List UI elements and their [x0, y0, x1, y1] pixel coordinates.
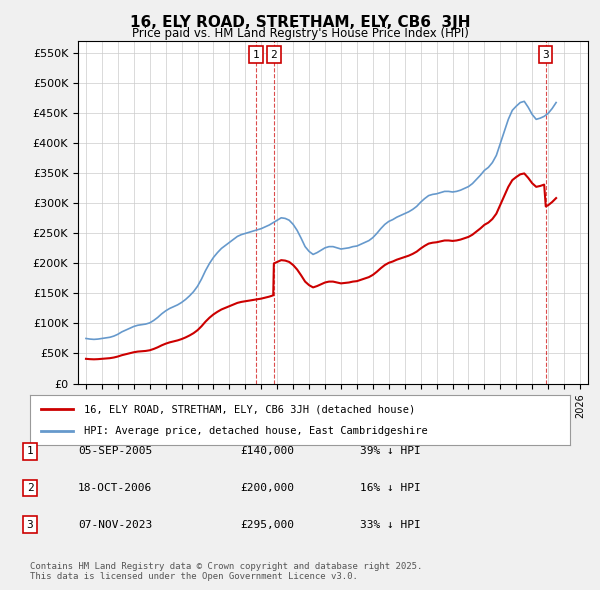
Text: HPI: Average price, detached house, East Cambridgeshire: HPI: Average price, detached house, East…: [84, 427, 428, 437]
Text: 3: 3: [26, 520, 34, 529]
Text: 16, ELY ROAD, STRETHAM, ELY, CB6  3JH: 16, ELY ROAD, STRETHAM, ELY, CB6 3JH: [130, 15, 470, 30]
Text: 33% ↓ HPI: 33% ↓ HPI: [360, 520, 421, 529]
Text: £295,000: £295,000: [240, 520, 294, 529]
Text: 1: 1: [26, 447, 34, 456]
Text: 2: 2: [271, 50, 277, 60]
Text: £140,000: £140,000: [240, 447, 294, 456]
Text: 1: 1: [253, 50, 260, 60]
Text: 18-OCT-2006: 18-OCT-2006: [78, 483, 152, 493]
Text: 2: 2: [26, 483, 34, 493]
Text: 3: 3: [542, 50, 549, 60]
Text: 05-SEP-2005: 05-SEP-2005: [78, 447, 152, 456]
Text: Contains HM Land Registry data © Crown copyright and database right 2025.
This d: Contains HM Land Registry data © Crown c…: [30, 562, 422, 581]
Text: Price paid vs. HM Land Registry's House Price Index (HPI): Price paid vs. HM Land Registry's House …: [131, 27, 469, 40]
Text: 16% ↓ HPI: 16% ↓ HPI: [360, 483, 421, 493]
Text: 16, ELY ROAD, STRETHAM, ELY, CB6 3JH (detached house): 16, ELY ROAD, STRETHAM, ELY, CB6 3JH (de…: [84, 404, 415, 414]
Text: £200,000: £200,000: [240, 483, 294, 493]
Text: 07-NOV-2023: 07-NOV-2023: [78, 520, 152, 529]
Text: 39% ↓ HPI: 39% ↓ HPI: [360, 447, 421, 456]
